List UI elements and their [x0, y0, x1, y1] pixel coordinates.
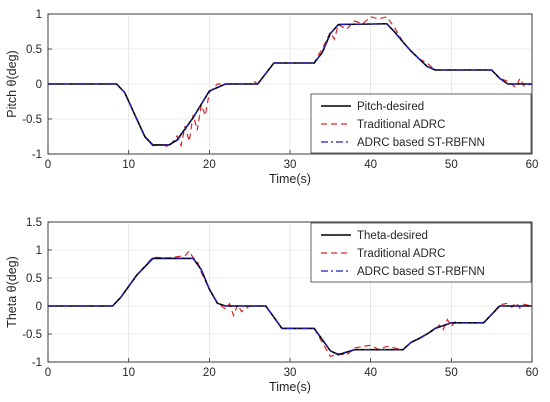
y-axis-label: Pitch θ(deg) — [5, 50, 19, 117]
legend-label: ADRC based ST-RBFNN — [357, 266, 485, 278]
x-tick-label: 50 — [445, 159, 458, 171]
series-line-3 — [48, 23, 532, 147]
y-tick-label: 0.5 — [26, 44, 42, 56]
legend-box — [310, 222, 532, 283]
legend-box — [310, 93, 532, 154]
x-tick-label: 20 — [203, 159, 216, 171]
legend-label: ADRC based ST-RBFNN — [357, 137, 485, 149]
x-tick-label: 30 — [284, 367, 297, 379]
x-tick-label: 60 — [526, 159, 539, 171]
series-line-3 — [48, 257, 532, 355]
y-tick-label: -0.5 — [22, 329, 42, 341]
y-tick-label: 0.5 — [26, 273, 42, 285]
y-tick-label: -0.5 — [22, 114, 42, 126]
x-tick-label: 50 — [445, 367, 458, 379]
legend-label: Traditional ADRC — [357, 248, 445, 260]
x-axis-label: Time(s) — [269, 172, 311, 186]
legend-label: Traditional ADRC — [357, 119, 445, 131]
legend-label: Theta-desired — [357, 230, 428, 242]
x-tick-label: 40 — [364, 367, 377, 379]
y-axis-label: Theta θ(deg) — [5, 256, 19, 328]
y-tick-label: 1.5 — [26, 217, 42, 229]
subplot-1: 0 10 20 30 40 50 60 1 0.5 0 -0.5 -1 Time(s) Pitch θ(d… — [5, 9, 538, 186]
x-tick-label: 0 — [45, 367, 51, 379]
plot-frame — [47, 13, 533, 155]
x-tick-label: 10 — [122, 159, 135, 171]
y-tick-label: -1 — [32, 149, 42, 161]
x-tick-label: 40 — [364, 159, 377, 171]
x-tick-label: 20 — [203, 367, 216, 379]
y-tick-label: -1 — [32, 357, 42, 369]
legend: Pitch-desired Traditional ADRC ADRC based … — [310, 93, 532, 154]
legend: Theta-desired Traditional ADRC ADRC based … — [310, 222, 532, 283]
y-tick-label: 0 — [36, 79, 42, 91]
x-tick-label: 60 — [526, 367, 539, 379]
x-tick-label: 10 — [122, 367, 135, 379]
y-tick-label: 0 — [36, 301, 42, 313]
x-tick-label: 30 — [284, 159, 297, 171]
x-tick-label: 0 — [45, 159, 51, 171]
legend-label: Pitch-desired — [357, 101, 424, 113]
subplot-2: 0 10 20 30 40 50 60 1.5 1 0.5 0 -0.5 -1 Time(s) Theta … — [5, 217, 538, 394]
y-tick-label: 1 — [36, 9, 42, 21]
x-axis-label: Time(s) — [269, 380, 311, 394]
plot-frame — [47, 221, 533, 363]
y-tick-label: 1 — [36, 245, 42, 257]
